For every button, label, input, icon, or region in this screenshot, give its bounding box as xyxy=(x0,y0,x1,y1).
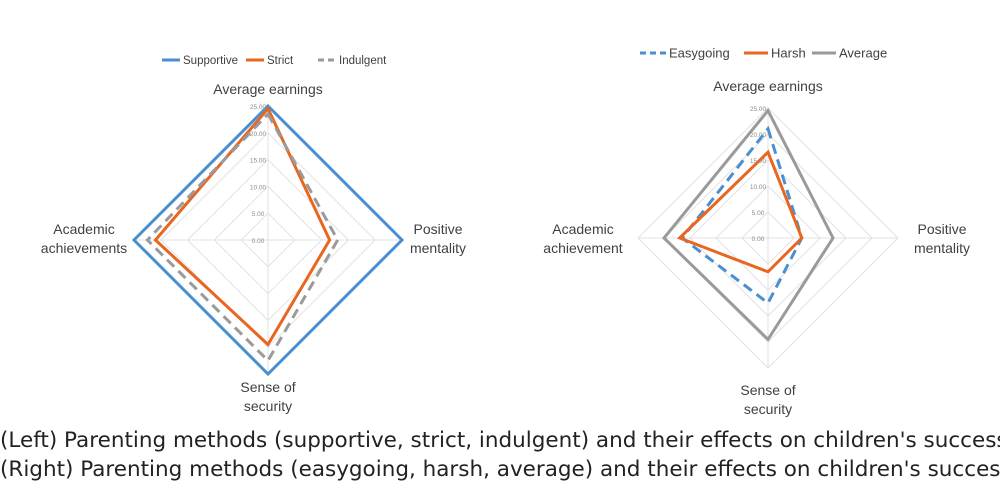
series-harsh xyxy=(676,149,804,274)
series-supportive xyxy=(131,103,405,377)
axis-label-line: achievement xyxy=(543,240,622,256)
axis-label: Average earnings xyxy=(213,81,322,97)
axis-label-line: achievements xyxy=(41,240,127,256)
series-average xyxy=(661,107,835,342)
tick-label: 5.00 xyxy=(752,210,765,217)
tick-label: 20.00 xyxy=(250,131,267,138)
axis-label-line: Academic xyxy=(53,221,114,237)
axis-label: Average earnings xyxy=(713,78,822,94)
radar-chart-right: 0.00 5.00 10.00 15.00 20.00 25.00 Average earn… xyxy=(543,46,970,417)
axis-label-line: Positive xyxy=(917,221,966,237)
axis-label-line: mentality xyxy=(914,240,970,256)
axis-label: Academic achievements xyxy=(41,221,127,256)
legend-label-strict: Strict xyxy=(267,55,294,67)
tick-label: 20.00 xyxy=(750,132,767,139)
tick-label: 25.00 xyxy=(250,104,267,111)
axis-label-line: Average earnings xyxy=(713,78,822,94)
tick-label: 10.00 xyxy=(250,184,267,191)
axis-label: Positive mentality xyxy=(410,221,466,256)
axis-label: Sense of security xyxy=(740,382,795,417)
legend-label-easygoing: Easygoing xyxy=(669,46,730,61)
legend-label-average: Average xyxy=(839,46,887,61)
axis-label-line: Positive xyxy=(413,221,462,237)
tick-label: 5.00 xyxy=(252,211,265,218)
tick-label: 0.00 xyxy=(752,236,765,243)
series-easygoing xyxy=(680,125,804,306)
tick-label: 10.00 xyxy=(750,184,767,191)
axis-label-line: Academic xyxy=(552,221,613,237)
axis-label-line: security xyxy=(744,401,792,417)
axis-label-line: Average earnings xyxy=(213,81,322,97)
axis-label: Positive mentality xyxy=(914,221,970,256)
tick-label: 15.00 xyxy=(250,158,267,165)
axis-label-line: Sense of xyxy=(240,379,295,395)
legend-label-indulgent: Indulgent xyxy=(339,55,387,67)
axis-label-line: security xyxy=(244,398,292,414)
series-strict xyxy=(153,105,332,347)
caption-right: (Right) Parenting methods (easygoing, ha… xyxy=(0,457,1000,482)
radar-chart-left: 0.00 5.00 10.00 15.00 20.00 25.00 Average earn… xyxy=(41,55,466,414)
caption-left: (Left) Parenting methods (supportive, st… xyxy=(0,428,1000,453)
axis-label-line: Sense of xyxy=(740,382,795,398)
radar-charts: 0.00 5.00 10.00 15.00 20.00 25.00 Average earn… xyxy=(41,46,970,417)
axis-label: Sense of security xyxy=(240,379,295,414)
tick-label: 25.00 xyxy=(750,106,767,113)
tick-label: 15.00 xyxy=(750,158,767,165)
legend-label-harsh: Harsh xyxy=(771,46,806,61)
axis-label-line: mentality xyxy=(410,240,466,256)
axis-label: Academic achievement xyxy=(543,221,622,256)
tick-label: 0.00 xyxy=(252,238,265,245)
series-indulgent xyxy=(145,111,340,364)
legend-label-supportive: Supportive xyxy=(183,55,238,67)
